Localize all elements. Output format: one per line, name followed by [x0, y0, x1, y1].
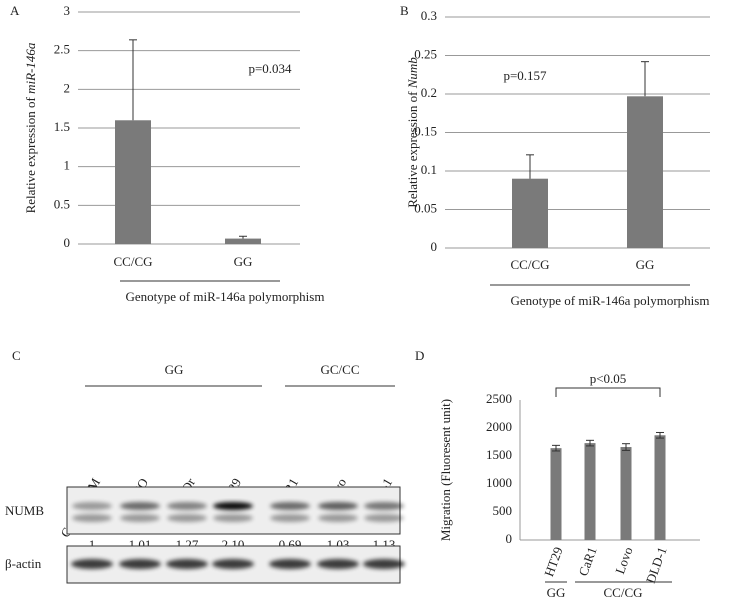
band: [120, 514, 160, 522]
y-tick-label: 0: [506, 531, 513, 546]
band: [364, 502, 404, 510]
annotation: p=0.034: [248, 61, 292, 76]
group-label: GG: [547, 585, 566, 600]
y-axis-label-part: Numb: [405, 57, 420, 90]
y-tick-label: 1000: [486, 475, 512, 490]
band: [213, 502, 253, 510]
group-label: GC/CC: [320, 362, 359, 377]
band: [72, 514, 112, 522]
y-tick-label: 0.05: [414, 200, 437, 215]
y-tick-label: 0: [431, 239, 438, 254]
panel-letter: B: [400, 3, 409, 18]
bracket: [555, 387, 661, 397]
y-tick-label: 0.15: [414, 123, 437, 138]
bar: [627, 96, 663, 248]
panel-letter: A: [10, 3, 20, 18]
band: [318, 514, 358, 522]
x-tick-label: GG: [234, 254, 253, 269]
band: [270, 502, 310, 510]
bar: [620, 447, 632, 540]
band: [269, 559, 311, 569]
band: [71, 559, 113, 569]
y-axis-label-part: Relative expression of: [405, 88, 420, 208]
row-label: NUMB: [5, 503, 44, 518]
band: [270, 514, 310, 522]
x-axis-label: Genotype of miR-146a polymorphism: [126, 289, 325, 304]
x-tick-label: GG: [636, 257, 655, 272]
band: [318, 502, 358, 510]
annotation: p<0.05: [590, 371, 627, 386]
panel-letter: C: [12, 348, 21, 363]
y-tick-label: 0: [64, 235, 71, 250]
bar: [550, 448, 562, 540]
y-tick-label: 0.5: [54, 196, 70, 211]
y-tick-label: 1.5: [54, 119, 70, 134]
blot-frame: [66, 486, 401, 535]
y-tick-label: 500: [493, 503, 513, 518]
y-tick-label: 1500: [486, 447, 512, 462]
y-tick-label: 2000: [486, 419, 512, 434]
y-axis-label: Relative expression of Numb: [405, 57, 420, 208]
band: [166, 559, 208, 569]
band: [212, 559, 254, 569]
x-tick-label: CaR1: [575, 545, 599, 578]
y-axis-label-part: Relative expression of: [23, 94, 38, 214]
y-axis-label-part: Migration (Fluoresent unit): [438, 399, 453, 541]
bar: [654, 435, 666, 540]
x-axis-label: Genotype of miR-146a polymorphism: [511, 293, 710, 308]
y-tick-label: 0.25: [414, 46, 437, 61]
y-tick-label: 2.5: [54, 42, 70, 57]
x-tick-label: CC/CG: [510, 257, 549, 272]
band: [120, 502, 160, 510]
bar: [512, 178, 548, 248]
group-label: GG: [165, 362, 184, 377]
bar: [584, 443, 596, 540]
x-tick-label: CC/CG: [113, 254, 152, 269]
band: [72, 502, 112, 510]
y-tick-label: 2500: [486, 391, 512, 406]
annotation: p=0.157: [503, 68, 547, 83]
band: [213, 514, 253, 522]
band: [364, 514, 404, 522]
group-label: CC/CG: [603, 585, 642, 600]
bar: [225, 238, 261, 244]
x-tick-label: Lovo: [612, 545, 635, 576]
band: [167, 514, 207, 522]
row-label: β-actin: [5, 556, 42, 571]
y-tick-label: 0.1: [421, 162, 437, 177]
bar: [115, 120, 151, 244]
band: [363, 559, 405, 569]
x-tick-label: HT29: [541, 545, 565, 579]
y-axis-label: Relative expression of miR-146a: [23, 42, 38, 213]
y-axis-label: Migration (Fluoresent unit): [438, 399, 453, 541]
panel-letter: D: [415, 348, 424, 363]
x-tick-label: DLD-1: [643, 545, 670, 585]
band: [119, 559, 161, 569]
y-tick-label: 0.3: [421, 8, 437, 23]
band: [317, 559, 359, 569]
band: [167, 502, 207, 510]
y-tick-label: 3: [64, 3, 71, 18]
y-tick-label: 1: [64, 158, 71, 173]
ratio-label: 1: [89, 537, 96, 552]
y-tick-label: 0.2: [421, 85, 437, 100]
y-axis-label-part: miR-146a: [23, 42, 38, 94]
y-tick-label: 2: [64, 80, 71, 95]
